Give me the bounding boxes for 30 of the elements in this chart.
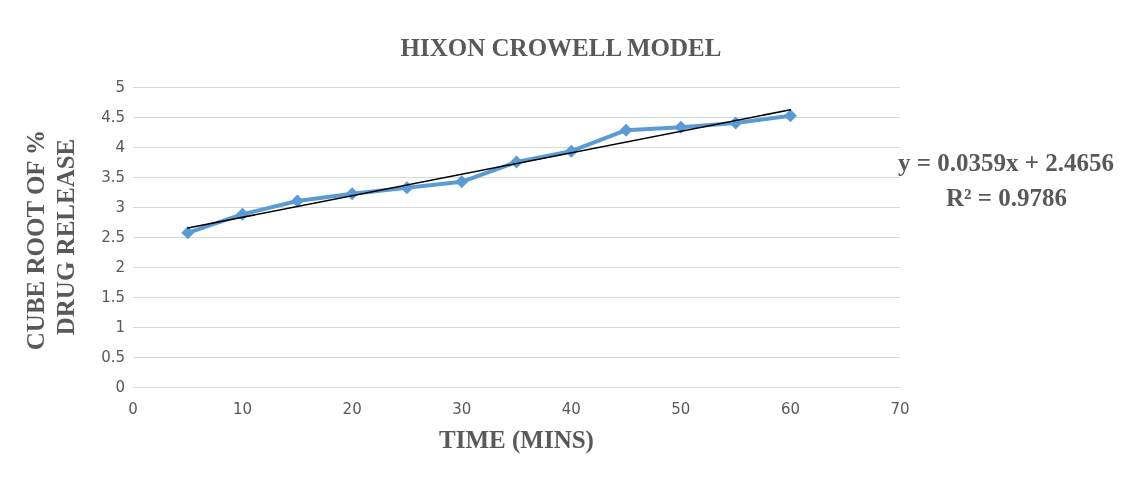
x-tick-label: 60 (780, 399, 800, 418)
y-tick-label: 2 (115, 258, 125, 276)
x-tick-label: 40 (561, 399, 581, 418)
x-tick-label: 50 (671, 399, 691, 418)
y-tick-label: 1 (115, 318, 125, 336)
point (455, 175, 469, 189)
y-tick-label: 0.5 (101, 348, 125, 366)
y-tick-label: 3.5 (101, 168, 125, 186)
text: R² = 0.9786 (945, 184, 1067, 211)
x-tick-label: 10 (233, 399, 253, 418)
point (619, 123, 633, 137)
x-axis-title: TIME (MINS) (439, 426, 594, 454)
x-tick-label: 0 (128, 399, 138, 418)
y-tick-label: 3 (115, 198, 125, 216)
y-tick-label: 5 (115, 78, 125, 96)
y-tick-label: 2.5 (101, 228, 125, 246)
annotation: y = 0.0359x + 2.4656 (898, 149, 1115, 176)
point (674, 120, 688, 134)
point (181, 226, 195, 240)
chart-title: HIXON CROWELL MODEL (400, 34, 722, 61)
y-tick-label: 1.5 (101, 288, 125, 306)
y-tick-label: 0 (115, 378, 125, 396)
x-tick-label: 30 (452, 399, 472, 418)
x-tick-label: 20 (342, 399, 362, 418)
point (783, 109, 797, 123)
x-tick-label: 70 (890, 399, 910, 418)
y-tick-label: 4 (115, 138, 125, 156)
y-axis-title: CUBE ROOT OF % DRUG RELEASE (21, 123, 79, 351)
point (290, 194, 304, 208)
y-tick-label: 4.5 (101, 108, 125, 126)
